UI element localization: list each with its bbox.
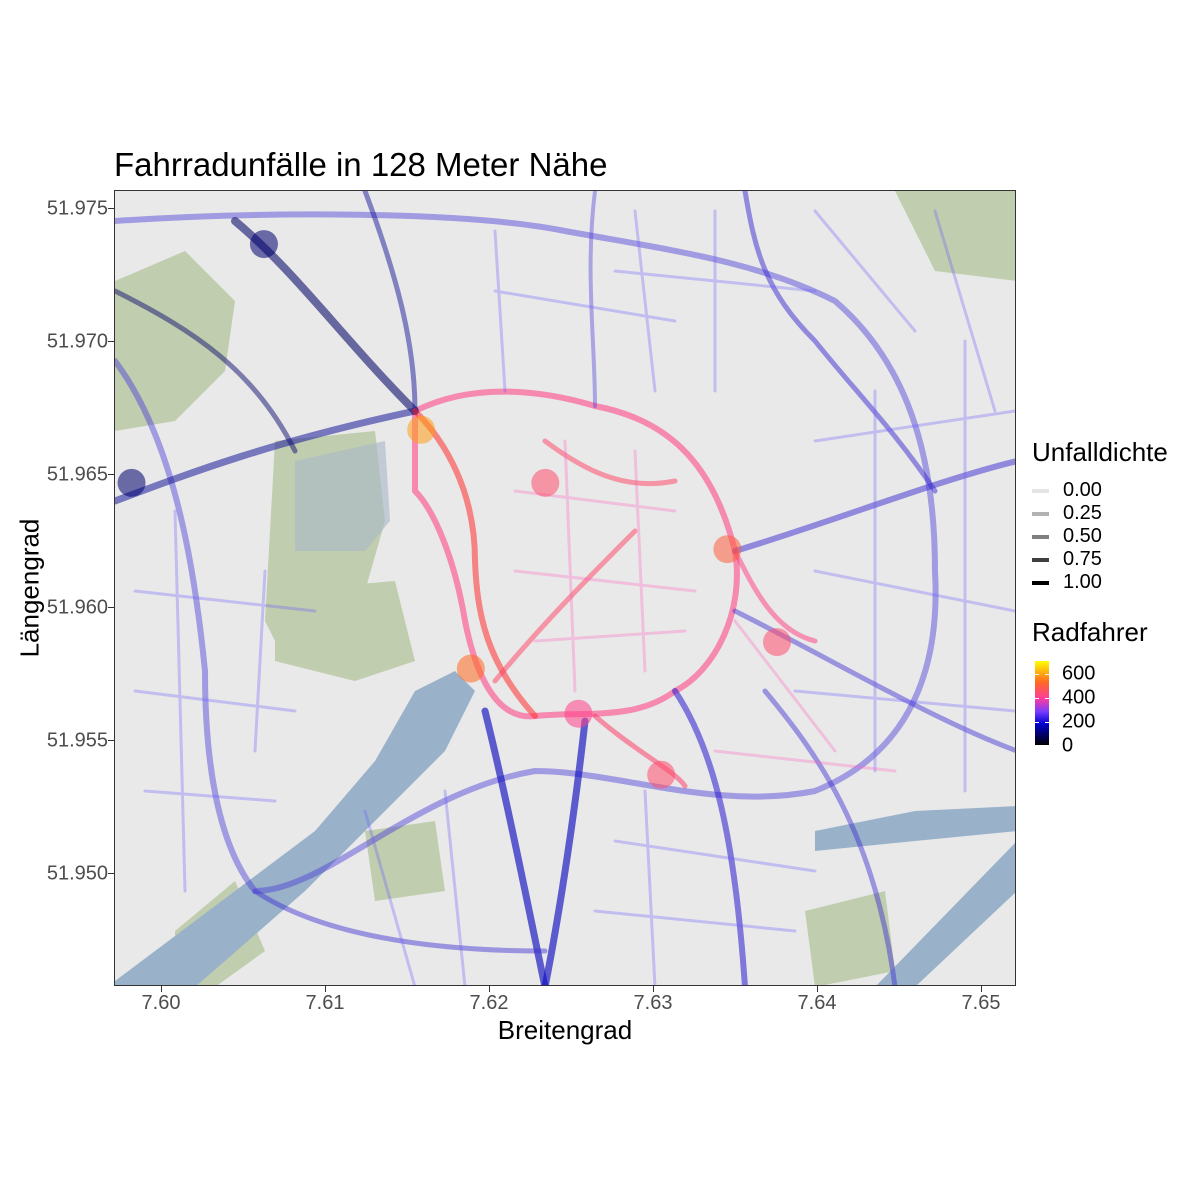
legend-alpha-label: 0.75: [1063, 548, 1102, 570]
x-tick-label: 7.61: [305, 992, 345, 1014]
y-tickmark: [108, 341, 114, 342]
y-tickmark: [108, 208, 114, 209]
legend-color-label: 600: [1062, 662, 1096, 685]
colorbar-tick: [1045, 674, 1049, 675]
hotspot-point: [456, 654, 485, 683]
y-tickmark: [108, 474, 114, 475]
colorbar-tick: [1045, 698, 1049, 699]
legend-alpha-key: [1032, 534, 1049, 539]
y-tick-label: 51.975: [46, 197, 108, 220]
map-panel[interactable]: [114, 190, 1016, 986]
hotspot-point: [564, 699, 593, 728]
y-tick-label: 51.965: [46, 463, 108, 486]
hotspot-point: [763, 628, 792, 657]
hotspot-point: [713, 535, 742, 564]
legend-alpha-label: 0.00: [1063, 479, 1102, 501]
y-axis-label: Längengrad: [14, 518, 45, 658]
water: [115, 441, 1015, 985]
legend-alpha-key: [1032, 557, 1049, 562]
map-svg: [115, 191, 1015, 985]
y-tick-label: 51.950: [46, 862, 108, 885]
legend-alpha-item: 0.00: [1032, 479, 1102, 502]
legend-alpha-item: 0.25: [1032, 502, 1102, 525]
x-tick-label: 7.64: [797, 992, 837, 1014]
colorbar-tick: [1035, 722, 1039, 723]
legend-color-label: 400: [1062, 686, 1096, 709]
legend-color-label: 200: [1062, 710, 1096, 733]
x-tick-label: 7.63: [633, 992, 673, 1014]
hotspot-point: [117, 468, 146, 497]
legend-alpha-title: Unfalldichte: [1032, 437, 1168, 467]
hotspot-layer: [117, 230, 792, 789]
hotspot-point: [647, 760, 676, 789]
legend-colorbar: [1035, 661, 1049, 745]
legend-alpha-label: 0.50: [1063, 525, 1102, 547]
x-tickmark: [817, 986, 818, 992]
legend-alpha-label: 1.00: [1063, 571, 1102, 593]
x-tickmark: [325, 986, 326, 992]
y-tickmark: [108, 873, 114, 874]
hotspot-point: [407, 415, 436, 444]
legend-alpha-item: 1.00: [1032, 571, 1102, 594]
legend-alpha-key: [1032, 488, 1049, 493]
legend-alpha-item: 0.75: [1032, 548, 1102, 571]
legend-color-label: 0: [1062, 734, 1074, 757]
colorbar-tick: [1035, 674, 1039, 675]
chart-title: Fahrradunfälle in 128 Meter Nähe: [114, 146, 608, 183]
legend-color-title: Radfahrer: [1032, 617, 1148, 647]
x-tickmark: [161, 986, 162, 992]
colorbar-tick: [1045, 722, 1049, 723]
x-axis-label: Breitengrad: [497, 1015, 633, 1045]
colorbar-tick: [1035, 698, 1039, 699]
hotspot-point: [531, 468, 560, 497]
hotspot-point: [249, 230, 278, 259]
legend-alpha-key: [1032, 511, 1049, 516]
y-tick-label: 51.960: [46, 596, 108, 619]
legend-alpha-label: 0.25: [1063, 502, 1102, 524]
legend-alpha-item: 0.50: [1032, 525, 1102, 548]
y-tickmark: [108, 607, 114, 608]
y-tick-label: 51.970: [46, 330, 108, 353]
x-tickmark: [653, 986, 654, 992]
legend-alpha-key: [1032, 580, 1049, 585]
x-tick-label: 7.62: [469, 992, 509, 1014]
y-tickmark: [108, 740, 114, 741]
streets: [115, 191, 1015, 985]
y-tick-label: 51.955: [46, 729, 108, 752]
x-tick-label: 7.60: [141, 992, 181, 1014]
x-tickmark: [489, 986, 490, 992]
x-tickmark: [981, 986, 982, 992]
x-tick-label: 7.65: [961, 992, 1001, 1014]
